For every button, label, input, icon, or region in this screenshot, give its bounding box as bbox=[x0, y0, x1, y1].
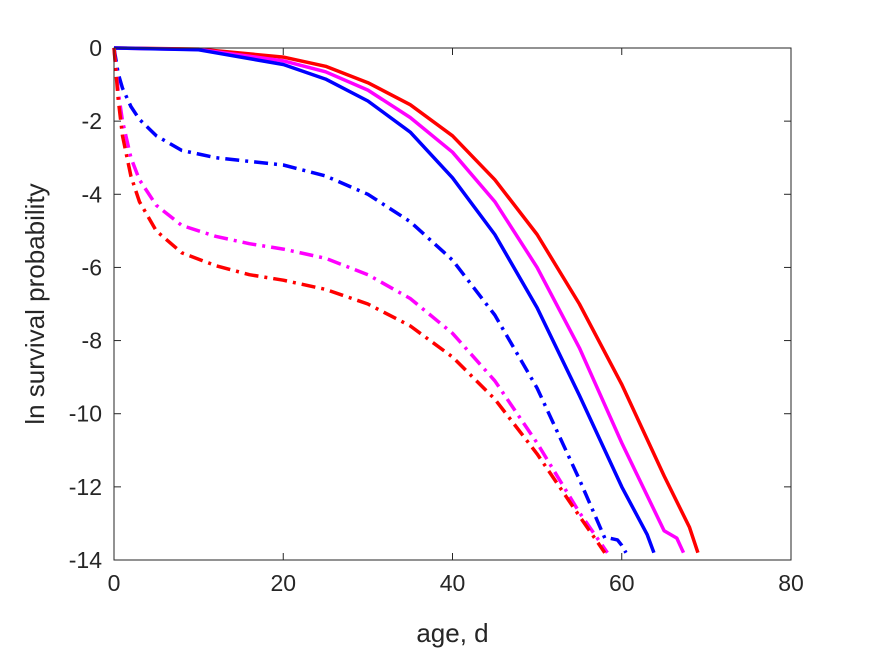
y-axis-label: ln survival probability bbox=[20, 183, 50, 424]
x-axis-label: age, d bbox=[416, 618, 488, 648]
plot-area bbox=[114, 48, 791, 560]
series-line-1 bbox=[113, 46, 686, 554]
series-line-3 bbox=[112, 47, 628, 554]
plot-background bbox=[114, 48, 791, 560]
series-line-5 bbox=[112, 47, 607, 554]
x-tick-label: 20 bbox=[270, 570, 296, 596]
y-tick-label: -6 bbox=[82, 254, 102, 280]
y-tick-label: -14 bbox=[69, 547, 102, 573]
y-tick-label: -10 bbox=[69, 401, 102, 427]
y-tick-label: -8 bbox=[82, 328, 102, 354]
series-line-0 bbox=[113, 46, 700, 554]
series-line-2 bbox=[113, 46, 656, 554]
x-tick-label: 40 bbox=[440, 570, 466, 596]
y-tick-label: -12 bbox=[69, 474, 102, 500]
x-tick-label: 80 bbox=[778, 570, 804, 596]
y-tick-label: -4 bbox=[82, 181, 103, 207]
y-tick-label: 0 bbox=[89, 35, 102, 61]
x-tick-label: 0 bbox=[108, 570, 121, 596]
ticks-layer: 0 20 40 60 80 0 -2 -4 -6 -8 -10 -12 -14 bbox=[69, 35, 804, 596]
series-layer bbox=[112, 46, 700, 554]
x-tick-label: 60 bbox=[609, 570, 635, 596]
y-tick-label: -2 bbox=[82, 108, 102, 134]
